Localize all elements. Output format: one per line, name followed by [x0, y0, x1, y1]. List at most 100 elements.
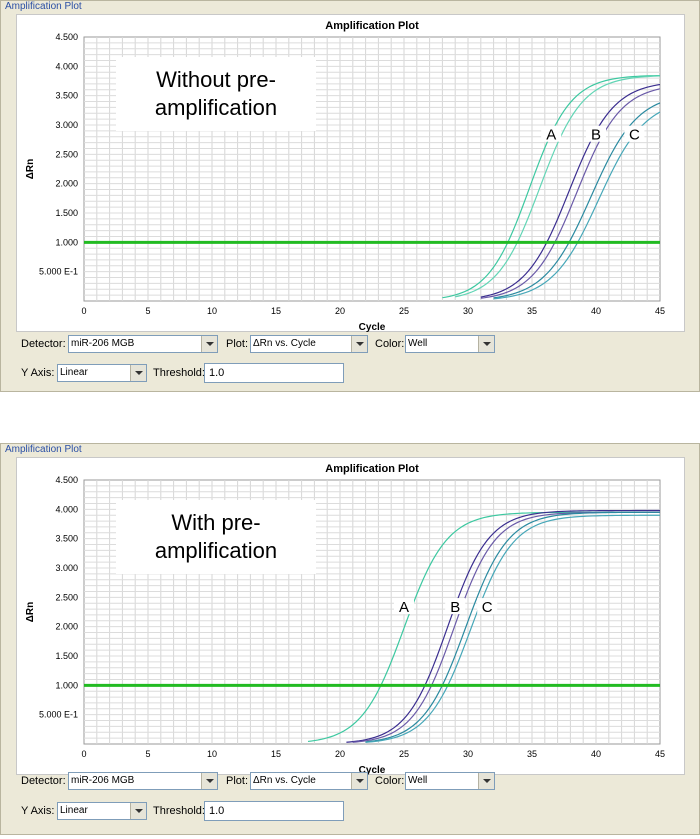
curve-label-b: B [586, 125, 606, 144]
color-select[interactable]: Well [405, 335, 495, 353]
chevron-down-icon[interactable] [478, 773, 494, 789]
color-label: Color: [375, 338, 405, 350]
plot-label: Plot: [226, 775, 249, 787]
y-tick-label: 4.500 [55, 32, 78, 42]
curve-label-background [624, 125, 645, 142]
y-tick-label: 1.000 [55, 680, 78, 690]
series-line-c [365, 511, 661, 743]
chart-area: Amplification Plot 4.500 4.000 3.500 3.000 2.… [16, 457, 685, 776]
plot-label: Plot: [226, 338, 249, 350]
detector-select[interactable]: miR-206 MGB [68, 772, 218, 790]
x-tick-label: 10 [207, 306, 217, 316]
curve-label-a: A [394, 598, 414, 616]
x-tick-label: 30 [463, 306, 473, 316]
x-tick-label: 15 [271, 306, 281, 316]
plot-select[interactable]: ΔRn vs. Cycle [250, 772, 368, 790]
chart-area: Amplification Plot 4.500 4.000 3.500 3.000 2.… [16, 14, 685, 333]
amplification-chart-bottom: Amplification Plot 4.500 4.000 3.500 3.000 2.… [25, 463, 665, 776]
x-tick-label: 20 [335, 306, 345, 316]
x-tick-label: 20 [335, 749, 345, 759]
threshold-label: Threshold: [153, 367, 205, 379]
detector-label: Detector: [21, 775, 66, 787]
threshold-input[interactable]: 1.0 [204, 801, 344, 821]
curve-label-text: A [546, 127, 556, 144]
chevron-down-icon[interactable] [130, 803, 146, 819]
chart-title: Amplification Plot [325, 20, 419, 32]
y-tick-label: 2.000 [55, 622, 78, 632]
x-tick-label: 30 [463, 749, 473, 759]
x-tick-label: 0 [81, 306, 86, 316]
x-tick-label: 25 [399, 749, 409, 759]
y-axis-label: Y Axis: [21, 367, 55, 379]
chevron-down-icon[interactable] [351, 336, 367, 352]
x-tick-label: 15 [271, 749, 281, 759]
x-tick-label: 0 [81, 749, 86, 759]
curve-label-c: C [477, 598, 498, 616]
annotation-background [116, 57, 316, 131]
detector-label: Detector: [21, 338, 66, 350]
amplification-panel-top: Amplification Plot Amplification Plot 4.5… [0, 0, 700, 392]
series-line-b [346, 509, 661, 743]
annotation-text: amplification [155, 95, 277, 120]
y-tick-label: 4.500 [55, 475, 78, 485]
curve-label-text: C [629, 127, 640, 144]
series-line-b [480, 88, 661, 299]
chevron-down-icon[interactable] [478, 336, 494, 352]
x-tick-label: 40 [591, 306, 601, 316]
curve-label-text: B [450, 599, 460, 616]
y-tick-label: 1.000 [55, 237, 78, 247]
plot-value: ΔRn vs. Cycle [253, 338, 316, 349]
x-tick-label: 40 [591, 749, 601, 759]
amplification-chart-top: Amplification Plot 4.500 4.000 3.500 3.000 2.… [25, 20, 665, 333]
x-axis-label: Cycle [359, 765, 386, 776]
y-axis-label: ΔRn [25, 159, 36, 180]
y-tick-label: 4.000 [55, 61, 78, 71]
x-axis-label: Cycle [359, 322, 386, 333]
curve-label-text: C [482, 599, 493, 616]
x-tick-label: 45 [655, 749, 665, 759]
y-tick-label: 3.500 [55, 534, 78, 544]
detector-select[interactable]: miR-206 MGB [68, 335, 218, 353]
curve-label-a: A [541, 125, 562, 144]
chevron-down-icon[interactable] [201, 773, 217, 789]
curve-label-text: B [591, 127, 601, 144]
amplification-panel-bottom: Amplification Plot Amplification Plot 4.5… [0, 443, 700, 835]
panel-title: Amplification Plot [5, 444, 82, 455]
annotation-box: Without pre-amplification [116, 57, 316, 131]
y-tick-label: 2.000 [55, 179, 78, 189]
chevron-down-icon[interactable] [130, 365, 146, 381]
color-select[interactable]: Well [405, 772, 495, 790]
y-tick-label: 2.500 [55, 592, 78, 602]
y-tick-label: 3.000 [55, 563, 78, 573]
plot-value: ΔRn vs. Cycle [253, 775, 316, 786]
y-tick-label: 1.500 [55, 208, 78, 218]
x-tick-label: 10 [207, 749, 217, 759]
curve-label-b: B [445, 598, 466, 616]
annotation-background [116, 500, 316, 574]
annotation-text: With pre- [171, 510, 260, 535]
y-axis-label: Y Axis: [21, 805, 55, 817]
chart-title: Amplification Plot [325, 463, 419, 475]
detector-value: miR-206 MGB [71, 775, 135, 786]
color-value: Well [408, 775, 428, 786]
plot-select[interactable]: ΔRn vs. Cycle [250, 335, 368, 353]
y-tick-label: 1.500 [55, 651, 78, 661]
curve-label-c: C [624, 125, 645, 144]
chevron-down-icon[interactable] [201, 336, 217, 352]
x-tick-label: 5 [145, 306, 150, 316]
annotation-box: With pre-amplification [116, 500, 316, 574]
y-axis-select[interactable]: Linear [57, 364, 147, 382]
series-line-c [493, 102, 661, 299]
color-value: Well [408, 338, 428, 349]
chevron-down-icon[interactable] [351, 773, 367, 789]
y-axis-select[interactable]: Linear [57, 802, 147, 820]
y-tick-label: 5.000 E-1 [39, 710, 78, 720]
panel-title: Amplification Plot [5, 1, 82, 12]
threshold-input[interactable]: 1.0 [204, 363, 344, 383]
series-line-c [365, 514, 661, 743]
x-tick-label: 35 [527, 306, 537, 316]
color-label: Color: [375, 775, 405, 787]
curve-label-background [586, 125, 606, 142]
y-tick-label: 2.500 [55, 149, 78, 159]
y-tick-label: 3.500 [55, 91, 78, 101]
